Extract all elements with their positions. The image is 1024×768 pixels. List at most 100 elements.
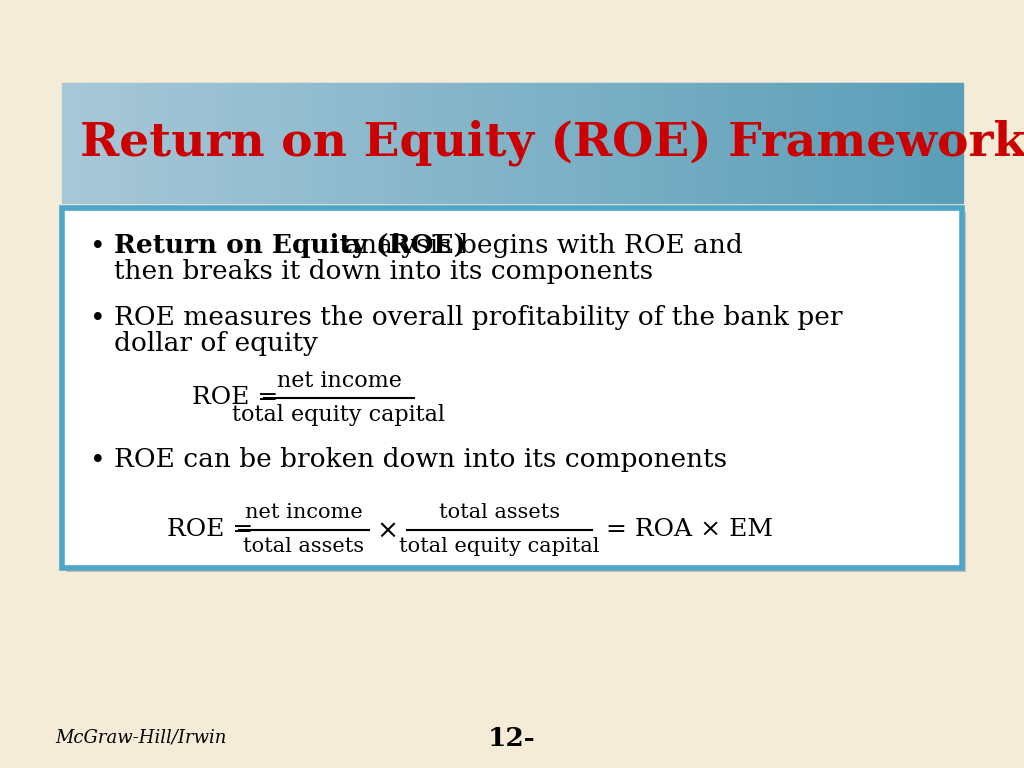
Bar bbox=[488, 83, 492, 203]
Bar bbox=[854, 83, 858, 203]
Bar bbox=[677, 83, 681, 203]
Bar bbox=[344, 83, 348, 203]
Bar bbox=[869, 83, 873, 203]
Bar bbox=[650, 83, 654, 203]
Bar bbox=[251, 83, 255, 203]
Bar bbox=[590, 83, 594, 203]
Bar bbox=[326, 83, 330, 203]
Bar bbox=[260, 83, 264, 203]
Bar bbox=[263, 83, 267, 203]
Bar bbox=[722, 83, 726, 203]
Bar bbox=[506, 83, 510, 203]
Text: = ROA × EM: = ROA × EM bbox=[606, 518, 773, 541]
Bar bbox=[150, 83, 153, 203]
Bar bbox=[308, 83, 312, 203]
Bar bbox=[947, 83, 951, 203]
Bar bbox=[131, 83, 135, 203]
Bar bbox=[755, 83, 759, 203]
Bar bbox=[686, 83, 690, 203]
Bar bbox=[407, 83, 411, 203]
Bar bbox=[749, 83, 753, 203]
Bar bbox=[611, 83, 615, 203]
Bar bbox=[512, 83, 516, 203]
Bar bbox=[419, 83, 423, 203]
Bar bbox=[152, 83, 156, 203]
Bar bbox=[230, 83, 234, 203]
Bar bbox=[386, 83, 390, 203]
Bar bbox=[959, 83, 963, 203]
Bar bbox=[617, 83, 621, 203]
Bar bbox=[542, 83, 546, 203]
Bar bbox=[398, 83, 402, 203]
Text: •: • bbox=[90, 448, 105, 472]
Bar bbox=[191, 83, 195, 203]
Bar bbox=[773, 83, 777, 203]
Bar bbox=[122, 83, 126, 203]
Bar bbox=[767, 83, 771, 203]
Bar bbox=[896, 83, 900, 203]
Bar bbox=[788, 83, 792, 203]
Bar bbox=[335, 83, 339, 203]
Bar bbox=[200, 83, 204, 203]
Bar bbox=[500, 83, 504, 203]
Bar bbox=[713, 83, 717, 203]
Text: dollar of equity: dollar of equity bbox=[114, 332, 317, 356]
Bar bbox=[314, 83, 318, 203]
Bar bbox=[848, 83, 852, 203]
Bar bbox=[269, 83, 273, 203]
Bar bbox=[950, 83, 954, 203]
Bar bbox=[509, 83, 513, 203]
Bar bbox=[872, 83, 876, 203]
Bar bbox=[293, 83, 297, 203]
Bar bbox=[770, 83, 774, 203]
Bar bbox=[878, 83, 882, 203]
Bar bbox=[764, 83, 768, 203]
Bar bbox=[671, 83, 675, 203]
Bar bbox=[689, 83, 693, 203]
Bar bbox=[548, 83, 552, 203]
Bar bbox=[89, 83, 93, 203]
Bar bbox=[338, 83, 342, 203]
Bar bbox=[461, 83, 465, 203]
Bar bbox=[918, 83, 921, 203]
Bar bbox=[218, 83, 222, 203]
Bar bbox=[782, 83, 786, 203]
Bar bbox=[705, 83, 708, 203]
Bar bbox=[281, 83, 285, 203]
Bar bbox=[353, 83, 357, 203]
Bar bbox=[515, 83, 519, 203]
Bar bbox=[695, 83, 699, 203]
Bar bbox=[638, 83, 642, 203]
Bar bbox=[311, 83, 315, 203]
Bar bbox=[86, 83, 90, 203]
Bar bbox=[224, 83, 228, 203]
Bar bbox=[155, 83, 159, 203]
Bar bbox=[536, 83, 540, 203]
Bar bbox=[734, 83, 738, 203]
Text: ROE =: ROE = bbox=[167, 518, 253, 541]
Bar bbox=[653, 83, 657, 203]
Bar bbox=[497, 83, 501, 203]
Bar bbox=[377, 83, 381, 203]
Bar bbox=[368, 83, 372, 203]
Bar bbox=[365, 83, 369, 203]
Bar bbox=[113, 83, 117, 203]
Bar bbox=[710, 83, 714, 203]
Text: total assets: total assets bbox=[439, 504, 560, 522]
Bar bbox=[803, 83, 807, 203]
Bar bbox=[524, 83, 528, 203]
Bar bbox=[572, 83, 575, 203]
Bar bbox=[758, 83, 762, 203]
Bar bbox=[319, 83, 324, 203]
Text: ROE measures the overall profitability of the bank per: ROE measures the overall profitability o… bbox=[114, 306, 843, 330]
Bar bbox=[737, 83, 741, 203]
Bar bbox=[347, 83, 351, 203]
Bar bbox=[341, 83, 345, 203]
Text: net income: net income bbox=[245, 504, 362, 522]
FancyBboxPatch shape bbox=[62, 208, 962, 568]
Bar bbox=[518, 83, 522, 203]
Bar bbox=[842, 83, 846, 203]
Bar bbox=[827, 83, 831, 203]
Bar bbox=[431, 83, 435, 203]
Bar bbox=[245, 83, 249, 203]
